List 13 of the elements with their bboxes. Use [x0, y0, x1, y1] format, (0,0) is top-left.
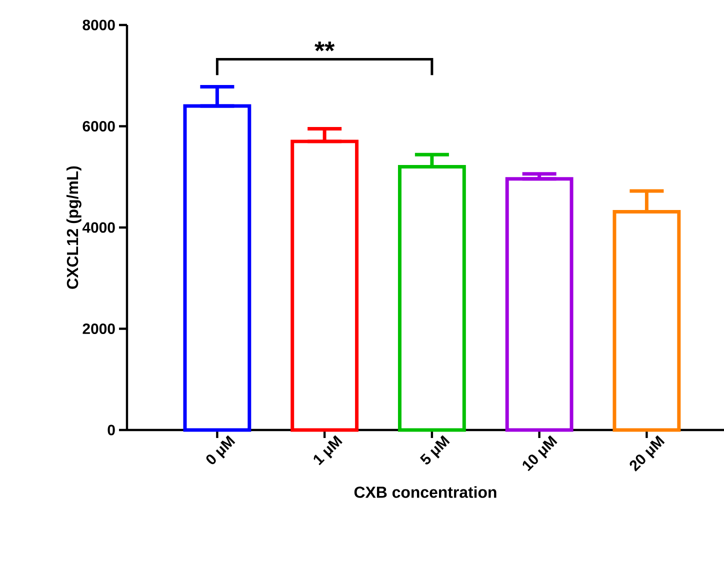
y-tick-label: 0: [108, 424, 115, 436]
annotation: **: [314, 42, 335, 52]
y-tick-label: 8000: [82, 20, 115, 30]
y-tick-label: 2000: [82, 323, 115, 334]
x-tick-label: 0 μM: [206, 435, 236, 464]
x-tick-label: 20 μM: [630, 435, 665, 472]
y-axis-title: CXCL12 (pg/mL): [66, 166, 82, 289]
x-axis-title: CXB concentration: [354, 486, 496, 498]
x-tick-label: 10 μM: [522, 435, 558, 472]
y-tick-label: 6000: [82, 120, 115, 132]
x-tick-label: 5 μM: [420, 435, 450, 464]
y-tick-label: 4000: [82, 222, 115, 233]
x-tick-label: 1 μM: [314, 435, 342, 466]
